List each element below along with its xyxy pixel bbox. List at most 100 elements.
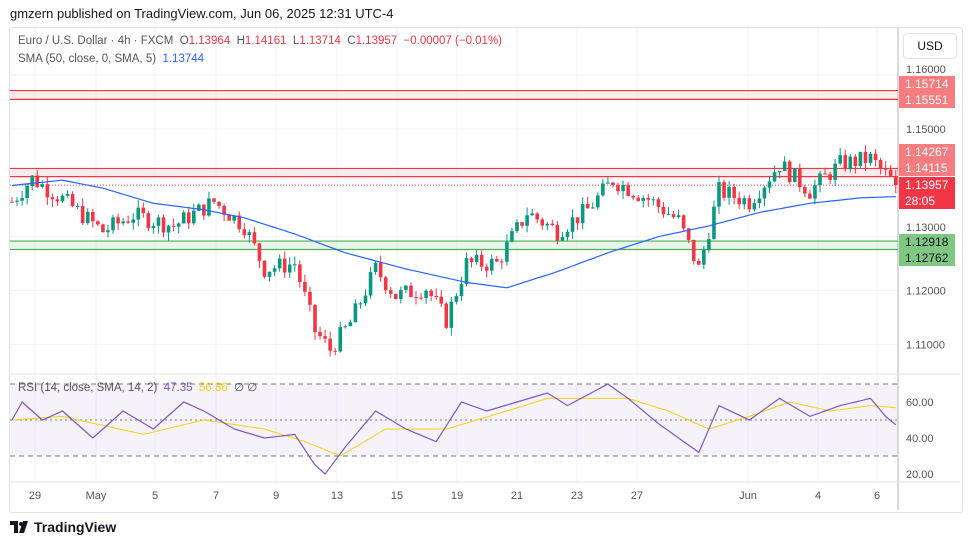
candle-body [656, 199, 661, 207]
candle-body [479, 254, 484, 267]
candle [540, 217, 545, 230]
candle [343, 324, 348, 329]
candle-body [616, 184, 620, 192]
candle [803, 185, 807, 198]
price-tick: 1.16000 [906, 64, 946, 76]
candle [348, 319, 353, 327]
candle [35, 170, 40, 189]
time-tick: 5 [152, 490, 158, 502]
candle-body [80, 205, 85, 224]
rsi-line [11, 383, 897, 475]
candle [838, 147, 842, 166]
candle-body [434, 296, 438, 298]
candle [580, 197, 585, 230]
candle-body [712, 206, 716, 240]
candle-body [353, 303, 358, 323]
candle [762, 185, 767, 207]
rsi-tick: 40.00 [906, 433, 934, 445]
candle-body [500, 261, 504, 263]
candle-body [20, 198, 24, 201]
candle-body [691, 239, 696, 261]
candle-body [570, 217, 575, 232]
candle [646, 193, 651, 207]
candle [217, 201, 221, 209]
candle [176, 222, 181, 234]
candle [828, 171, 832, 185]
price-tag: 1.15714 [899, 76, 955, 92]
candle [192, 203, 196, 226]
candle [505, 234, 509, 266]
candle [792, 167, 797, 183]
candle-body [505, 241, 509, 262]
candle-body [671, 214, 676, 217]
candle-body [55, 199, 60, 202]
candle [545, 221, 550, 231]
candle-body [606, 182, 610, 184]
candle [75, 203, 80, 209]
candle-body [232, 215, 236, 221]
candle [106, 224, 110, 238]
candle-body [424, 290, 428, 299]
candle-body [161, 217, 166, 233]
candle-body [237, 215, 242, 230]
candle-body [323, 336, 327, 339]
candle-body [818, 173, 822, 186]
zone-support [10, 241, 898, 250]
candle [500, 258, 504, 270]
candle-body [287, 264, 292, 273]
low-value: 1.13714 [299, 35, 341, 47]
rsi-tick: 60.00 [906, 397, 934, 409]
candle-body [217, 201, 221, 206]
candle [782, 156, 787, 171]
candle-body [646, 197, 651, 200]
candle [560, 232, 565, 242]
candle-body [469, 258, 474, 262]
candle-body [858, 151, 863, 167]
candle-body [747, 198, 752, 210]
sma-label: SMA (50, close, 0, SMA, 5) [18, 53, 157, 65]
price-tag: 28:05 [899, 193, 955, 209]
candle-body [131, 219, 135, 223]
candle-body [803, 187, 807, 194]
candle-body [833, 163, 837, 180]
candle-body [893, 176, 898, 186]
candle-body [348, 322, 353, 327]
candle-body [878, 160, 883, 168]
candle [868, 152, 873, 166]
candle [676, 209, 681, 219]
candle-body [676, 215, 681, 217]
candle-body [757, 198, 762, 204]
candle [858, 151, 863, 169]
candle-body [752, 203, 757, 210]
candle [752, 198, 757, 212]
sma-legend[interactable]: SMA (50, close, 0, SMA, 5) 1.13744 [18, 53, 204, 65]
candle [737, 191, 741, 209]
close-value: 1.13957 [355, 35, 398, 47]
candle-body [146, 213, 151, 229]
currency-button[interactable]: USD [903, 33, 957, 59]
price-tag: 1.14115 [899, 160, 955, 176]
rsi-legend[interactable]: RSI (14, close, SMA, 14, 2) 47.35 56.86 … [18, 380, 257, 394]
candle-body [550, 223, 555, 226]
candle-body [651, 199, 656, 201]
candle [606, 176, 610, 184]
candle [197, 203, 201, 212]
candle [383, 275, 388, 295]
candle [358, 301, 363, 309]
candle [91, 208, 95, 228]
candle [303, 274, 307, 297]
tradingview-logo[interactable]: TradingView [10, 519, 116, 535]
open-value: 1.13964 [188, 35, 231, 47]
candle [313, 304, 317, 340]
candle [444, 301, 449, 329]
sma-line [11, 179, 896, 289]
candle [136, 200, 141, 227]
candle-body [373, 262, 378, 273]
symbol-name[interactable]: Euro / U.S. Dollar · 4h · FXCM [18, 35, 174, 47]
candle-body [60, 195, 65, 202]
candle-body [429, 290, 433, 297]
candle [616, 182, 620, 196]
candle-body [96, 221, 100, 225]
candle [757, 190, 762, 209]
